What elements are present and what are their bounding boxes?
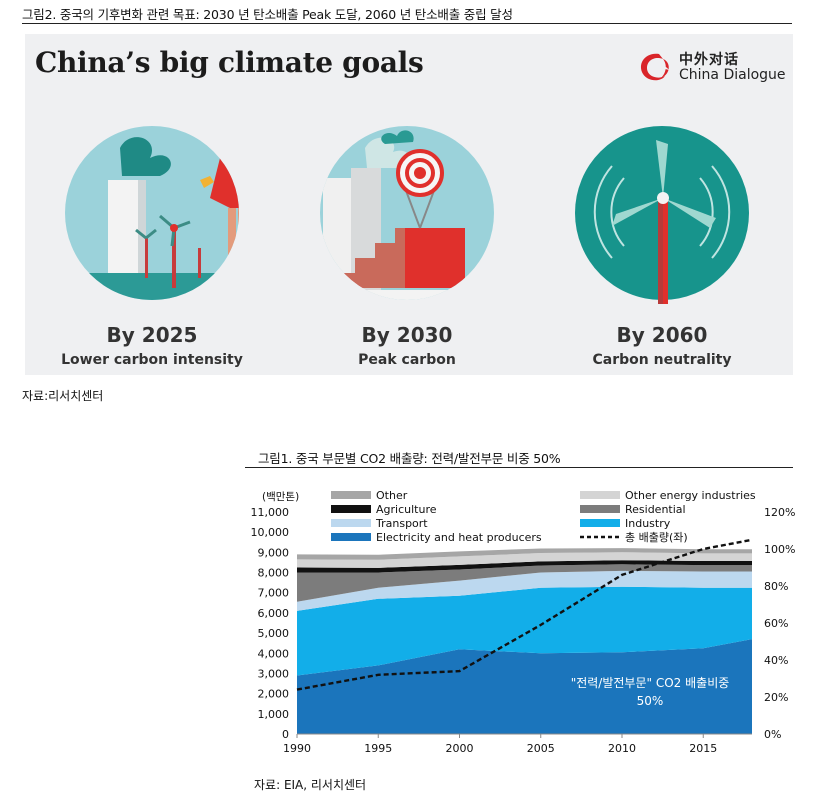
figure1-caption: 그림1. 중국 부문별 CO2 배출량: 전력/발전부문 비중 50% (258, 451, 561, 466)
panel-title: China’s big climate goals (35, 46, 424, 79)
y-tick-label: 8,000 (258, 567, 290, 580)
goal-desc-2025: Lower carbon intensity (61, 352, 243, 368)
legend-swatch-electricity-and-heat-producers (331, 533, 371, 541)
y-tick-label: 5,000 (258, 627, 290, 640)
goal-year-2030: By 2030 (361, 323, 453, 347)
caption-divider (22, 23, 792, 24)
logo-chinese-text: 中外对话 (679, 52, 739, 68)
x-tick-label: 1990 (283, 742, 311, 755)
chart-areas (297, 548, 752, 734)
y2-tick-label: 100% (764, 543, 795, 556)
annotation-line2: 50% (636, 694, 664, 708)
china-dialogue-logo-icon (640, 53, 669, 81)
total-emissions-line (296, 538, 753, 691)
legend-swatch-other (331, 491, 371, 499)
y-tick-label: 2,000 (258, 688, 290, 701)
legend-swatch-transport (331, 519, 371, 527)
area-industry (297, 586, 752, 676)
legend-swatch-residential (580, 505, 620, 513)
chart-annotation: "전력/발전부문" CO2 배출비중 50% (560, 674, 740, 710)
china-dialogue-logo: 中外对话 China Dialogue (635, 50, 786, 90)
legend-label-industry: Industry (625, 517, 671, 530)
legend-label-electricity-and-heat-producers: Electricity and heat producers (376, 531, 542, 544)
figure2-source: 자료:리서치센터 (22, 389, 104, 403)
figure2-caption: 그림2. 중국의 기후변화 관련 목표: 2030 년 탄소배출 Peak 도달… (22, 7, 513, 22)
figure1-source: 자료: EIA, 리서치센터 (254, 778, 367, 792)
y-tick-label: 3,000 (258, 667, 290, 680)
goal-desc-2060: Carbon neutrality (592, 352, 732, 368)
area-other-energy-industries (297, 552, 752, 568)
legend-label-other: Other (376, 489, 408, 502)
area-agriculture (297, 560, 752, 573)
x-tick-label: 2010 (608, 742, 636, 755)
logo-english-text: China Dialogue (679, 67, 786, 83)
x-tick-label: 2015 (689, 742, 717, 755)
y2-tick-label: 40% (764, 654, 788, 667)
area-electricity-and-heat-producers (297, 639, 752, 734)
legend-swatch-agriculture (331, 505, 371, 513)
y-tick-label: 11,000 (251, 506, 290, 519)
legend-label-agriculture: Agriculture (376, 503, 437, 516)
legend-swatch-other-energy-industries (580, 491, 620, 499)
wind-turbine-icon (575, 126, 749, 304)
y2-tick-label: 120% (764, 506, 795, 519)
y-tick-label: 4,000 (258, 647, 290, 660)
climate-goals-panel: China’s big climate goals 中外对话 China Dia… (25, 34, 793, 375)
annotation-line1: "전력/발전부문" CO2 배출비중 (570, 676, 730, 690)
y2-tick-label: 60% (764, 617, 788, 630)
chart-legend: Other Other energy industries Agriculture R… (331, 489, 756, 544)
legend-label-residential: Residential (625, 503, 686, 516)
stairs-target-icon (320, 126, 494, 300)
x-tick-label: 2005 (527, 742, 555, 755)
caption-divider-2 (245, 467, 793, 468)
y2-tick-label: 20% (764, 691, 788, 704)
y-tick-label: 7,000 (258, 587, 290, 600)
goal-year-2060: By 2060 (616, 323, 708, 347)
legend-swatch-industry (580, 519, 620, 527)
area-transport (297, 570, 752, 611)
x-tick-label: 2000 (446, 742, 474, 755)
area-residential (297, 564, 752, 602)
legend-label-other-energy-industries: Other energy industries (625, 489, 756, 502)
y-tick-label: 10,000 (251, 526, 290, 539)
chart-axes: 0 1,000 2,000 3,000 4,000 5,000 6,000 7,000 8,00… (251, 506, 796, 755)
goal-year-2025: By 2025 (106, 323, 198, 347)
y-tick-label: 0 (282, 728, 289, 741)
y-tick-label: 6,000 (258, 607, 290, 620)
chart-line (296, 538, 753, 691)
y-axis-unit-label: (백만톤) (262, 491, 300, 503)
legend-label-transport: Transport (375, 517, 428, 530)
goal-desc-2030: Peak carbon (358, 352, 456, 368)
x-tick-label: 1995 (364, 742, 392, 755)
legend-label-총-배출량-좌: 총 배출량(좌) (625, 531, 688, 544)
y-tick-label: 1,000 (258, 708, 290, 721)
area-other (297, 548, 752, 560)
factory-wind-turbines-icon (65, 126, 239, 300)
y2-tick-label: 80% (764, 580, 788, 593)
y2-tick-label: 0% (764, 728, 781, 741)
y-tick-label: 9,000 (258, 546, 290, 559)
